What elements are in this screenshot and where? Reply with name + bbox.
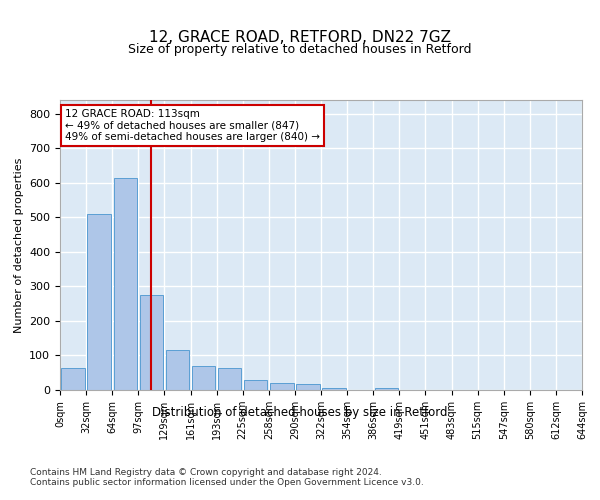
Bar	[374, 388, 398, 390]
Bar	[140, 295, 163, 390]
Bar	[166, 350, 189, 390]
Y-axis label: Number of detached properties: Number of detached properties	[14, 158, 23, 332]
Bar	[244, 380, 268, 390]
Text: 12, GRACE ROAD, RETFORD, DN22 7GZ: 12, GRACE ROAD, RETFORD, DN22 7GZ	[149, 30, 451, 45]
Text: Contains public sector information licensed under the Open Government Licence v3: Contains public sector information licen…	[30, 478, 424, 487]
Text: Distribution of detached houses by size in Retford: Distribution of detached houses by size …	[152, 406, 448, 419]
Bar	[192, 366, 215, 390]
Bar	[270, 383, 293, 390]
Bar	[296, 384, 320, 390]
Bar	[113, 178, 137, 390]
Text: 12 GRACE ROAD: 113sqm
← 49% of detached houses are smaller (847)
49% of semi-det: 12 GRACE ROAD: 113sqm ← 49% of detached …	[65, 108, 320, 142]
Text: Contains HM Land Registry data © Crown copyright and database right 2024.: Contains HM Land Registry data © Crown c…	[30, 468, 382, 477]
Bar	[61, 368, 85, 390]
Text: Size of property relative to detached houses in Retford: Size of property relative to detached ho…	[128, 44, 472, 57]
Bar	[218, 368, 241, 390]
Bar	[88, 214, 111, 390]
Bar	[322, 388, 346, 390]
